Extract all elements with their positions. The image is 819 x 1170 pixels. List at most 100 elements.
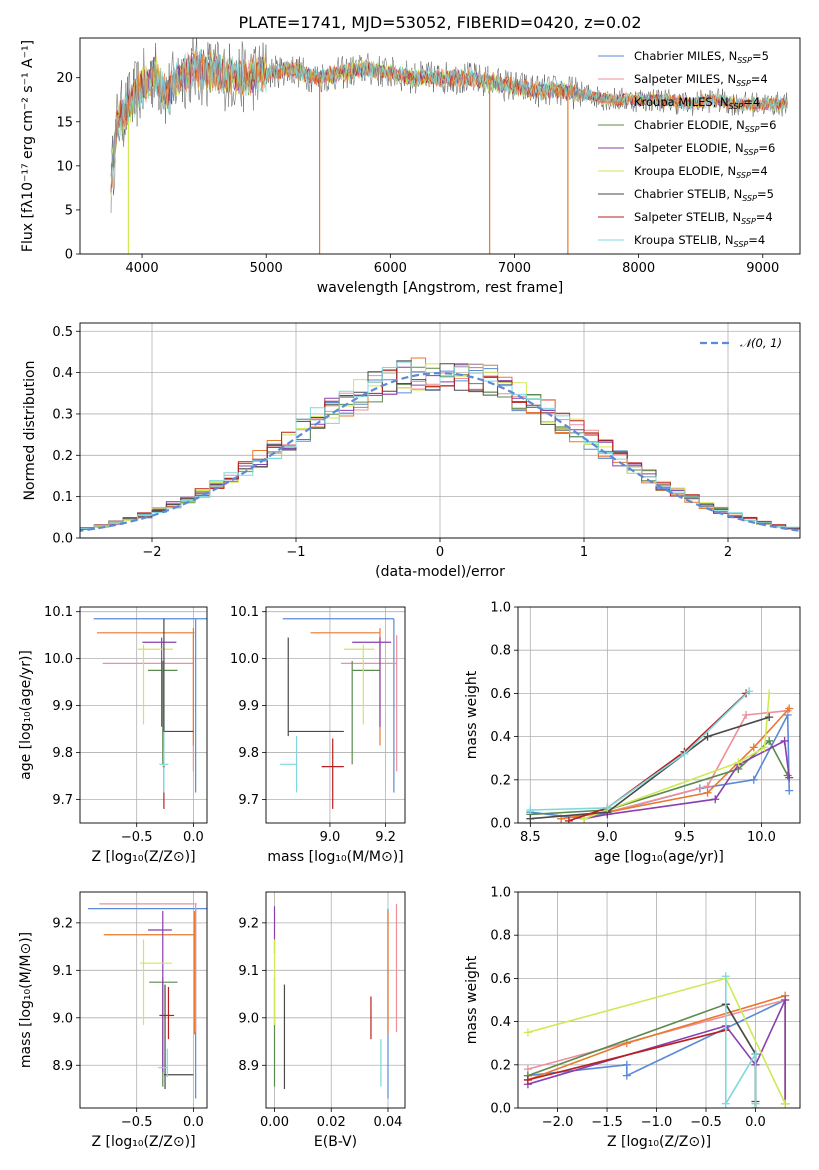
y-tick-label: 10 <box>56 159 73 174</box>
mass-weight-marker <box>622 1060 631 1069</box>
y-tick-label: 20 <box>56 71 73 86</box>
mass-weight-marker <box>785 786 794 795</box>
x-tick-label: −1.0 <box>641 1115 673 1130</box>
mass-weight-line <box>560 709 788 820</box>
x-tick-label: 4000 <box>126 261 159 276</box>
mass-weight-marker <box>781 996 790 1004</box>
plot-area <box>80 357 800 532</box>
mass-weight-marker <box>785 704 794 713</box>
mass-weight-line <box>568 692 747 822</box>
plot-area <box>93 618 207 809</box>
plot-frame <box>517 606 801 824</box>
legend-label: Chabrier ELODIE, NSSP=6 <box>634 118 776 134</box>
plot-frame <box>79 37 801 255</box>
y-tick-label: 9.0 <box>52 1011 73 1026</box>
y-tick-label: 10.0 <box>230 652 259 667</box>
mass-weight-line <box>530 690 750 811</box>
mass-weight-marker <box>721 972 730 981</box>
mass-weight-marker <box>703 732 712 741</box>
x-tick-label: 9.0 <box>320 830 341 845</box>
x-tick-label: 0.0 <box>183 830 204 845</box>
x-tick-label: 0 <box>436 545 444 560</box>
y-tick-label: 10.1 <box>230 605 259 620</box>
x-tick-label: −2 <box>142 545 161 560</box>
plot-frame <box>265 891 406 1109</box>
y-axis-label: Normed distribution <box>22 361 38 501</box>
y-tick-label: 8.9 <box>238 1059 259 1074</box>
mass-weight-marker <box>749 743 758 752</box>
mass-weight-marker <box>622 1071 631 1080</box>
plot-area <box>87 903 207 1099</box>
mass-weight-marker <box>603 803 612 812</box>
y-tick-label: 0.6 <box>490 687 511 702</box>
x-tick-label: 10.0 <box>747 830 776 845</box>
spectrum-line <box>110 49 788 184</box>
y-tick-label: 8.9 <box>52 1059 73 1074</box>
mass-weight-marker <box>526 806 535 815</box>
mass-weight-vs-age-panel: 8.5 9.0 9.5 10.0 0.0 0.2 0.4 0.6 0.8 1.0 age [log₁… <box>464 601 801 865</box>
x-tick-label: 9.2 <box>375 830 396 845</box>
mass-weight-marker <box>721 1099 730 1108</box>
x-tick-label: 0.0 <box>745 1115 766 1130</box>
legend-label: Kroupa STELIB, NSSP=4 <box>634 233 765 249</box>
y-tick-label: 9.1 <box>238 964 259 979</box>
legend-label-tail: =4 <box>743 95 760 109</box>
x-axis-label: (data-model)/error <box>375 564 505 580</box>
mass-weight-line <box>584 739 790 820</box>
residual-histogram-panel: −2 −1 0 1 2 0.0 0.1 0.2 0.3 0.4 0.5 (data-model)/er… <box>22 322 801 580</box>
mass-weight-marker <box>711 795 720 804</box>
x-tick-label: 9000 <box>746 261 779 276</box>
mass-weight-line <box>530 714 790 820</box>
mass-weight-marker <box>765 736 774 745</box>
plot-area <box>273 903 398 1099</box>
x-tick-label: −0.5 <box>121 830 153 845</box>
legend-label-sub: SSP <box>742 194 757 203</box>
plot-area <box>110 38 788 254</box>
legend-label-sub: SSP <box>744 148 759 157</box>
mass-weight-marker <box>760 743 769 752</box>
y-tick-label: 9.0 <box>238 1011 259 1026</box>
legend-label-main: Chabrier STELIB, N <box>634 187 742 201</box>
mass-weight-line <box>527 1003 757 1108</box>
age-vs-metallicity-panel: −0.5 0.0 9.7 9.8 9.9 10.0 10.1 Z [log₁₀(Z/Z⊙)] a… <box>18 605 208 865</box>
mass-weight-marker <box>564 816 573 823</box>
mass-weight-marker <box>734 758 743 767</box>
y-tick-label: 0.2 <box>490 773 511 788</box>
y-tick-label: 0.2 <box>490 1058 511 1073</box>
legend-label-main: Kroupa STELIB, N <box>634 233 734 247</box>
legend-label-sub: SSP <box>741 217 756 226</box>
plot-frame <box>265 606 406 824</box>
y-tick-label: 5 <box>65 203 73 218</box>
x-tick-label: −1 <box>286 545 305 560</box>
legend-label-sub: SSP <box>745 125 760 134</box>
y-tick-label: 1.0 <box>490 601 511 616</box>
x-axis-label: Z [log₁₀(Z/Z⊙)] <box>607 1134 711 1150</box>
x-axis-label: wavelength [Angstrom, rest frame] <box>317 280 563 296</box>
mass-weight-marker <box>765 689 774 698</box>
x-tick-label: 5000 <box>250 261 283 276</box>
legend-label-tail: =4 <box>756 210 773 224</box>
mass-weight-vs-metallicity-panel: −2.0 −1.5 −1.0 −0.5 0.0 0.0 0.2 0.4 0.6 0.8 1.0 Z [… <box>464 886 801 1150</box>
x-axis-label: mass [log₁₀(M/M⊙)] <box>267 849 403 865</box>
y-tick-label: 9.8 <box>52 746 73 761</box>
legend-label-tail: =6 <box>758 141 775 155</box>
y-tick-label: 0.4 <box>490 730 511 745</box>
y-tick-label: 0.4 <box>52 366 73 381</box>
y-tick-label: 10.1 <box>44 605 73 620</box>
x-tick-label: −0.5 <box>121 1115 153 1130</box>
legend-label: Salpeter MILES, NSSP=4 <box>634 72 768 88</box>
mass-weight-marker <box>781 1099 790 1108</box>
mass-weight-marker <box>742 711 751 719</box>
y-tick-label: 0.6 <box>490 972 511 987</box>
x-tick-label: −1.5 <box>591 1115 623 1130</box>
legend-label-tail: =4 <box>751 164 768 178</box>
y-tick-label: 0.8 <box>490 644 511 659</box>
plot-area <box>526 687 794 823</box>
y-tick-label: 0.5 <box>52 325 73 340</box>
mass-weight-marker <box>703 788 712 797</box>
x-tick-label: 9.5 <box>674 830 695 845</box>
mass-weight-marker <box>523 1028 532 1037</box>
mass-vs-metallicity-panel: −0.5 0.0 8.9 9.0 9.1 9.2 Z [log₁₀(Z/Z⊙)] mass [… <box>18 891 208 1150</box>
spectrum-line <box>110 38 788 214</box>
y-axis-label: mass weight <box>464 670 480 759</box>
